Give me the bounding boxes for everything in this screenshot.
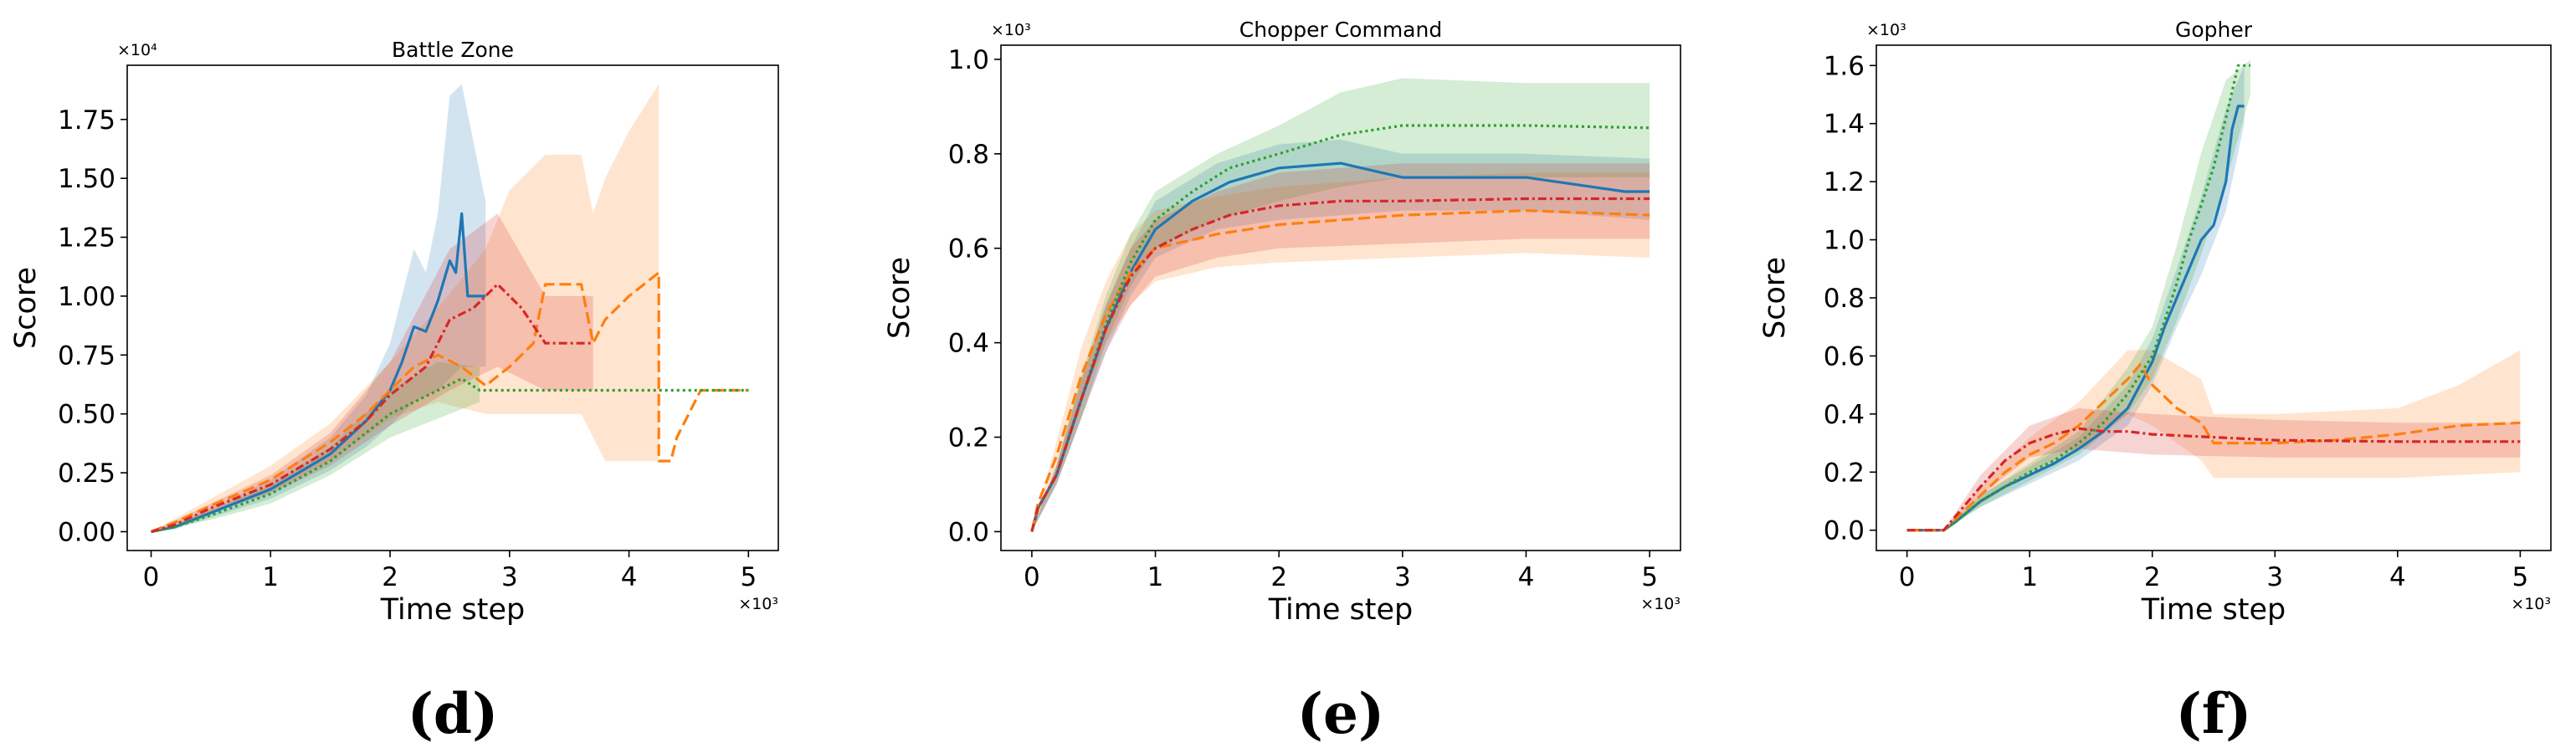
x-tick-label: 1 (1147, 562, 1164, 592)
y-tick-label: 0.8 (948, 140, 989, 170)
series-blue-line (151, 212, 486, 534)
x-tick-label: 3 (501, 562, 518, 592)
y-tick-label: 1.25 (58, 223, 115, 254)
x-tick-label: 1 (2021, 562, 2038, 592)
y-tick-label: 0.0 (948, 517, 989, 547)
x-axis-label: Time step (2141, 593, 2286, 627)
chart-panel-1: 0 1 2 3 4 5 0.0 0.2 0.4 0.6 0.8 1.0 Chopper Command ×… (883, 18, 1681, 746)
x-tick-label: 0 (143, 562, 160, 592)
series-blue-band (1031, 139, 1650, 532)
y-tick-label: 1.2 (1824, 167, 1865, 197)
y-tick-label: 0.2 (948, 423, 989, 453)
y-tick-label: 0.8 (1824, 284, 1865, 314)
x-tick-label: 3 (1394, 562, 1411, 592)
y-tick-label: 0.4 (948, 329, 989, 359)
y-tick-label: 0.2 (1824, 458, 1865, 488)
x-tick-label: 5 (740, 562, 757, 592)
series-green-band (1031, 78, 1650, 532)
panel-label: (f) (2176, 681, 2252, 746)
chart-panel-2: 0 1 2 3 4 5 0.0 0.2 0.4 0.6 0.8 1.0 1.2 1.4 1.6 Gopher ×… (1758, 18, 2552, 746)
series-green-band (151, 361, 480, 532)
x-multiplier: ×10³ (738, 595, 778, 613)
panel-label: (d) (408, 681, 499, 746)
x-tick-label: 2 (1270, 562, 1287, 592)
y-multiplier: ×10⁴ (117, 41, 157, 59)
y-tick-label: 1.6 (1824, 51, 1865, 81)
y-tick-label: 0.4 (1824, 400, 1865, 430)
y-multiplier: ×10³ (1866, 21, 1906, 39)
y-tick-label: 1.50 (58, 164, 115, 194)
x-tick-label: 5 (1641, 562, 1658, 592)
series-orange-line (1030, 209, 1650, 532)
y-tick-label: 1.0 (948, 45, 989, 75)
series-orange-line (1906, 363, 2521, 532)
series-orange-band (1943, 350, 2521, 530)
y-tick-label: 1.75 (58, 105, 115, 136)
x-tick-label: 4 (1518, 562, 1535, 592)
series-red-line (1906, 427, 2521, 532)
chart-title: Battle Zone (392, 38, 514, 62)
y-tick-label: 0.50 (58, 400, 115, 430)
chart-title: Chopper Command (1239, 18, 1442, 42)
y-tick-label: 1.00 (58, 282, 115, 312)
series-green-line (1906, 64, 2250, 532)
series-red-line (151, 283, 593, 534)
x-tick-label: 0 (1024, 562, 1040, 592)
y-multiplier: ×10³ (991, 21, 1031, 39)
series-red-band (1031, 163, 1650, 532)
series-orange-band (1031, 172, 1650, 532)
series-blue-band (151, 84, 486, 532)
panel-label: (e) (1297, 681, 1384, 746)
series-orange-line (151, 271, 749, 533)
y-tick-label: 0.0 (1824, 516, 1865, 546)
series-red-band (1943, 407, 2521, 530)
y-tick-label: 0.75 (58, 341, 115, 371)
x-axis-label: Time step (380, 593, 526, 627)
y-tick-label: 1.0 (1824, 226, 1865, 256)
x-tick-label: 3 (2266, 562, 2283, 592)
x-tick-label: 0 (1899, 562, 1916, 592)
series-red-line (1030, 197, 1650, 532)
y-axis-label: Score (883, 257, 916, 339)
x-tick-label: 4 (621, 562, 638, 592)
series-red-band (151, 213, 593, 532)
x-axis-label: Time step (1268, 593, 1414, 627)
y-tick-label: 0.6 (1824, 341, 1865, 371)
plot-frame (1000, 44, 1681, 551)
chart-panel-0: 0 1 2 3 4 5 0.00 0.25 0.50 0.75 1.00 1.25 1.50 1.75 Ba… (9, 38, 779, 746)
series-blue-line (1906, 105, 2245, 532)
x-tick-label: 4 (2389, 562, 2406, 592)
series-orange-band (151, 84, 659, 532)
series-blue-band (1943, 65, 2245, 530)
y-tick-label: 0.6 (948, 234, 989, 264)
chart-title: Gopher (2175, 18, 2253, 42)
y-axis-label: Score (1758, 257, 1792, 339)
x-tick-label: 2 (382, 562, 398, 592)
y-axis-label: Score (9, 267, 43, 349)
y-tick-label: 0.25 (58, 458, 115, 489)
x-multiplier: ×10³ (2511, 595, 2551, 613)
x-multiplier: ×10³ (1640, 595, 1681, 613)
plot-frame (126, 64, 779, 551)
x-tick-label: 5 (2512, 562, 2528, 592)
x-tick-label: 1 (262, 562, 279, 592)
series-green-line (151, 376, 749, 534)
y-tick-label: 0.00 (58, 517, 115, 547)
y-tick-label: 1.4 (1824, 110, 1865, 140)
x-tick-label: 2 (2144, 562, 2161, 592)
